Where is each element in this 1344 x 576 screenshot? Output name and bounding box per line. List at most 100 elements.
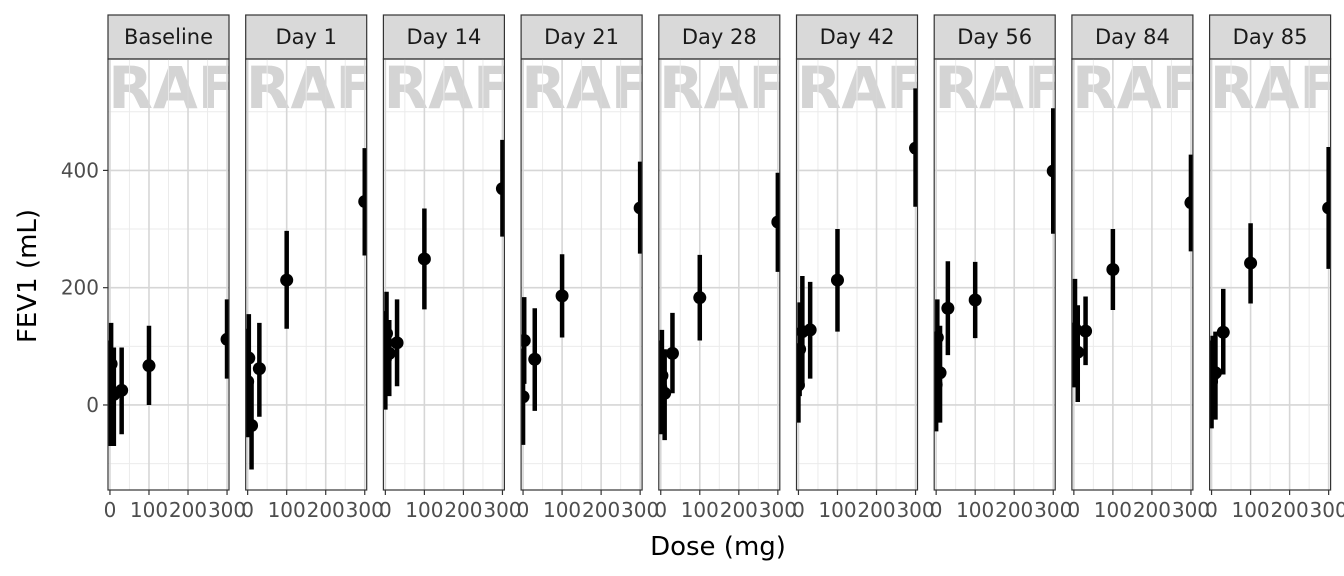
data-point [383, 346, 396, 360]
data-point [1046, 164, 1056, 178]
facet-strip-label: Baseline [124, 25, 213, 49]
x-tick-label: 300 [208, 498, 246, 522]
data-point [417, 252, 431, 266]
panel-border [1208, 58, 1332, 491]
data-point [934, 331, 944, 345]
panel-border [1071, 58, 1194, 491]
data-point [830, 273, 844, 287]
facet-strip [382, 14, 505, 60]
x-tick-label: 100 [130, 498, 168, 522]
data-point [115, 383, 129, 397]
facet-strip-label: Day 42 [820, 25, 895, 49]
data-point [941, 301, 955, 315]
facet-strip-label: Day 21 [544, 25, 619, 49]
panel-border [107, 58, 230, 491]
x-tick-label: 300 [1034, 498, 1072, 522]
data-point [665, 346, 679, 360]
facet-strip [520, 14, 643, 60]
data-point [796, 378, 805, 392]
facet-panel: Day 84 DRAFT 0 100 200 300 [1067, 14, 1210, 522]
x-tick-label: 300 [483, 498, 521, 522]
facet-strip-label: Day 56 [957, 25, 1032, 49]
panel-border [795, 58, 919, 491]
data-point [383, 326, 394, 340]
data-point [528, 352, 542, 366]
x-tick-label: 0 [517, 498, 530, 522]
x-tick-label: 200 [307, 498, 345, 522]
facet-panel: Day 1 DRAFT 0 100 200 300 [241, 14, 384, 522]
x-tick-label: 0 [792, 498, 805, 522]
data-point [521, 390, 530, 404]
y-tick-label: 200 [61, 276, 99, 300]
panel-border [658, 58, 781, 491]
panel-plot-area: DRAFT [796, 59, 918, 490]
x-tick-label: 0 [930, 498, 943, 522]
y-tick-label: 400 [61, 158, 99, 182]
panel-plot-area: DRAFT [658, 59, 780, 490]
data-point [555, 289, 569, 303]
data-point [1184, 196, 1193, 210]
data-point [1322, 201, 1331, 215]
data-point [658, 386, 672, 400]
data-point [796, 342, 807, 356]
panel-plot-area: DRAFT [934, 59, 1056, 490]
y-tick-label: 0 [86, 393, 99, 417]
panel-plot-area: DRAFT [245, 59, 367, 490]
x-tick-label: 100 [1231, 498, 1269, 522]
facet-panel: Day 42 DRAFT 0 100 200 300 [792, 14, 935, 522]
panel-plot-area: DRAFT [1209, 59, 1331, 490]
x-tick-label: 200 [169, 498, 207, 522]
data-point [245, 375, 255, 389]
x-tick-label: 100 [405, 498, 443, 522]
facet-strip-label: Day 84 [1095, 25, 1170, 49]
facet-strip [245, 14, 368, 60]
x-tick-label: 0 [379, 498, 392, 522]
data-point [220, 332, 229, 346]
x-tick-label: 200 [582, 498, 620, 522]
facet-strip [1208, 14, 1332, 60]
data-point [245, 418, 259, 432]
data-point [771, 215, 780, 229]
panel-plot-area: DRAFT [383, 59, 505, 490]
x-tick-label: 300 [621, 498, 659, 522]
data-point [693, 291, 707, 305]
facet-panel: Day 14 DRAFT 0 100 200 300 [379, 14, 522, 522]
x-tick-label: 100 [818, 498, 856, 522]
data-point [934, 377, 943, 391]
facet-strip-label: Day 14 [406, 25, 481, 49]
x-tick-label: 300 [759, 498, 797, 522]
x-tick-label: 100 [681, 498, 719, 522]
data-point [909, 141, 918, 155]
data-point [108, 357, 118, 371]
x-tick-label: 100 [543, 498, 581, 522]
data-point [1106, 263, 1120, 277]
data-point [358, 194, 367, 208]
data-point [934, 366, 947, 380]
data-point [280, 273, 294, 287]
x-tick-label: 300 [1172, 498, 1210, 522]
facet-strip-label: Day 85 [1233, 25, 1308, 49]
x-tick-label: 200 [444, 498, 482, 522]
x-tick-label: 300 [1310, 498, 1344, 522]
data-point [495, 182, 505, 196]
x-tick-label: 0 [104, 498, 117, 522]
x-tick-label: 200 [1271, 498, 1309, 522]
x-tick-label: 200 [1133, 498, 1171, 522]
panel-plot-area: DRAFT [1071, 59, 1193, 490]
data-point [658, 369, 669, 383]
facet-panel: Baseline DRAFT 0 100 200 300 [104, 14, 246, 522]
facet-strip [107, 14, 230, 60]
panel-border [520, 58, 643, 491]
data-point [142, 359, 156, 373]
x-tick-label: 200 [857, 498, 895, 522]
data-point [390, 336, 404, 350]
x-tick-label: 0 [1067, 498, 1080, 522]
x-tick-label: 0 [1205, 498, 1218, 522]
facet-strip-label: Day 1 [275, 25, 337, 49]
facet-strip [795, 14, 919, 60]
data-point [1071, 322, 1082, 336]
facet-panel: Day 28 DRAFT 0 100 200 300 [654, 14, 797, 522]
facet-panel: Day 56 DRAFT 0 100 200 300 [930, 14, 1072, 522]
